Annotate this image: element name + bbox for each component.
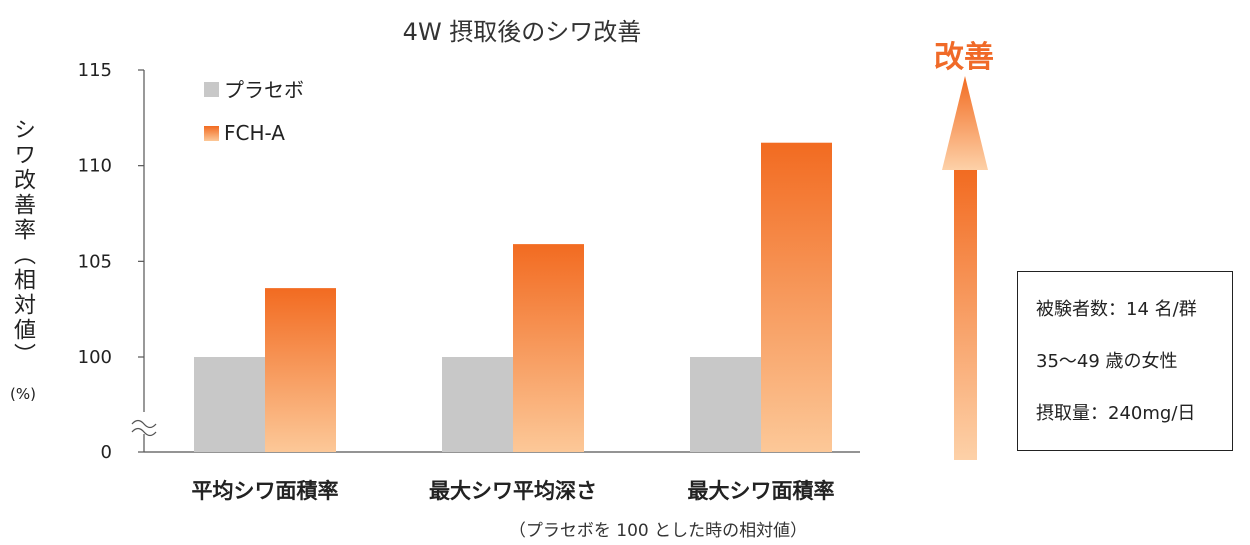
x-category-label: 最大シワ平均深さ (429, 479, 597, 503)
info-line-subjects: 被験者数：14 名/群 (1036, 299, 1197, 320)
y-tick-label: 110 (78, 156, 112, 177)
bar-fch-a (513, 244, 584, 452)
info-line-population: 35～49 歳の女性 (1036, 351, 1178, 372)
improvement-arrow-icon (942, 76, 988, 460)
x-category-label: 最大シワ面積率 (688, 479, 835, 503)
x-category-label: 平均シワ面積率 (192, 479, 339, 503)
legend-swatch-placebo (204, 82, 219, 97)
bar-placebo (690, 357, 761, 452)
y-tick-label: 115 (78, 60, 112, 81)
y-tick-label: 100 (78, 347, 112, 368)
chart-title: 4W 摂取後のシワ改善 (403, 18, 642, 46)
legend-label-fch-a: FCH-A (224, 121, 285, 145)
bar-placebo (194, 357, 265, 452)
bar-fch-a (265, 288, 336, 452)
bar-fch-a (761, 142, 832, 452)
info-line-dose: 摂取量：240mg/日 (1036, 403, 1196, 424)
y-tick-label: 105 (78, 251, 112, 272)
y-axis-unit: (%) (10, 385, 36, 403)
bar-placebo (442, 357, 513, 452)
legend-swatch-fch-a (204, 126, 219, 141)
subject-info-box: 被験者数：14 名/群 35～49 歳の女性 摂取量：240mg/日 (1017, 271, 1233, 451)
y-axis-label: シワ改善率（相対値） (10, 118, 35, 368)
footnote: （プラセボを 100 とした時の相対値） (509, 521, 807, 541)
legend-label-placebo: プラセボ (224, 78, 304, 102)
y-tick-label: 0 (101, 442, 112, 463)
improvement-label: 改善 (934, 40, 994, 75)
axis-break-mark (131, 412, 158, 437)
